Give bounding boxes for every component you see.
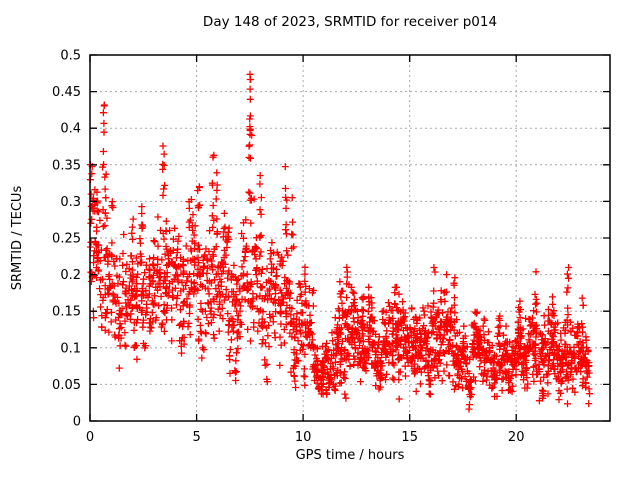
svg-text:0.2: 0.2 (60, 268, 81, 283)
x-axis-title: GPS time / hours (295, 448, 405, 463)
svg-text:0.1: 0.1 (60, 341, 81, 356)
svg-text:0.3: 0.3 (60, 195, 81, 210)
svg-text:0.4: 0.4 (60, 122, 81, 137)
svg-text:15: 15 (401, 430, 418, 445)
svg-text:5: 5 (192, 430, 200, 445)
plot-border (89, 54, 611, 422)
gridlines (90, 55, 610, 421)
scatter-points (86, 70, 594, 413)
chart-title: Day 148 of 2023, SRMTID for receiver p01… (202, 14, 498, 30)
svg-text:0: 0 (73, 415, 81, 430)
svg-text:10: 10 (295, 430, 312, 445)
svg-text:0.45: 0.45 (52, 85, 81, 100)
svg-text:20: 20 (508, 430, 525, 445)
svg-text:0.05: 0.05 (52, 378, 81, 393)
svg-text:0.15: 0.15 (52, 305, 81, 320)
svg-text:0.25: 0.25 (52, 232, 81, 247)
svg-text:0.35: 0.35 (52, 158, 81, 173)
svg-text:0.5: 0.5 (60, 49, 81, 64)
svg-text:0: 0 (86, 430, 94, 445)
tick-labels: 0 0.05 0.1 0.15 0.2 0.25 0.3 0.35 0.4 0.45 0.5 0 5 10… (52, 49, 524, 446)
